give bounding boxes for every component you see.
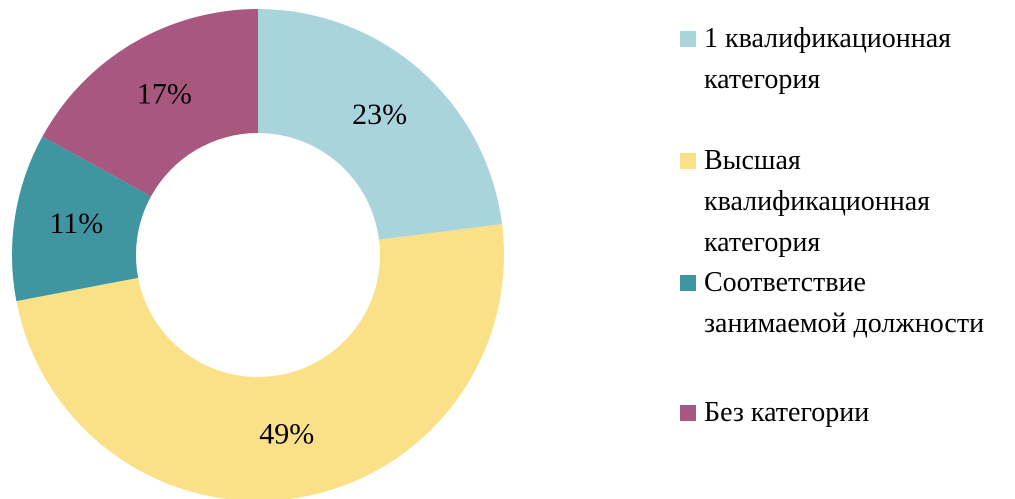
data-label: 23% (352, 98, 407, 131)
legend-item: Без категории (680, 392, 1000, 433)
legend-label: Высшая квалификационная категория (704, 145, 931, 258)
legend-swatch (680, 31, 696, 47)
legend-swatch (680, 405, 696, 421)
donut-slice (11, 136, 152, 302)
data-label: 11% (49, 207, 103, 240)
legend-label: Без категории (704, 397, 870, 428)
legend-item: 1 квалификационная категория (680, 18, 1000, 100)
donut-slice (42, 8, 258, 197)
data-label: 49% (259, 418, 314, 451)
legend-label: 1 квалификационная категория (704, 23, 952, 95)
donut-slice (258, 9, 503, 240)
data-label: 17% (137, 78, 192, 111)
legend-item: Соответствие занимаемой должности (680, 262, 1000, 344)
donut-slice (16, 224, 504, 499)
legend-label: Соответствие занимаемой должности (704, 267, 985, 339)
legend-swatch (680, 153, 696, 169)
legend-swatch (680, 275, 696, 291)
chart: 23% 49% 11% 17% (11, 8, 504, 499)
legend-item: Высшая квалификационная категория (680, 140, 1000, 263)
